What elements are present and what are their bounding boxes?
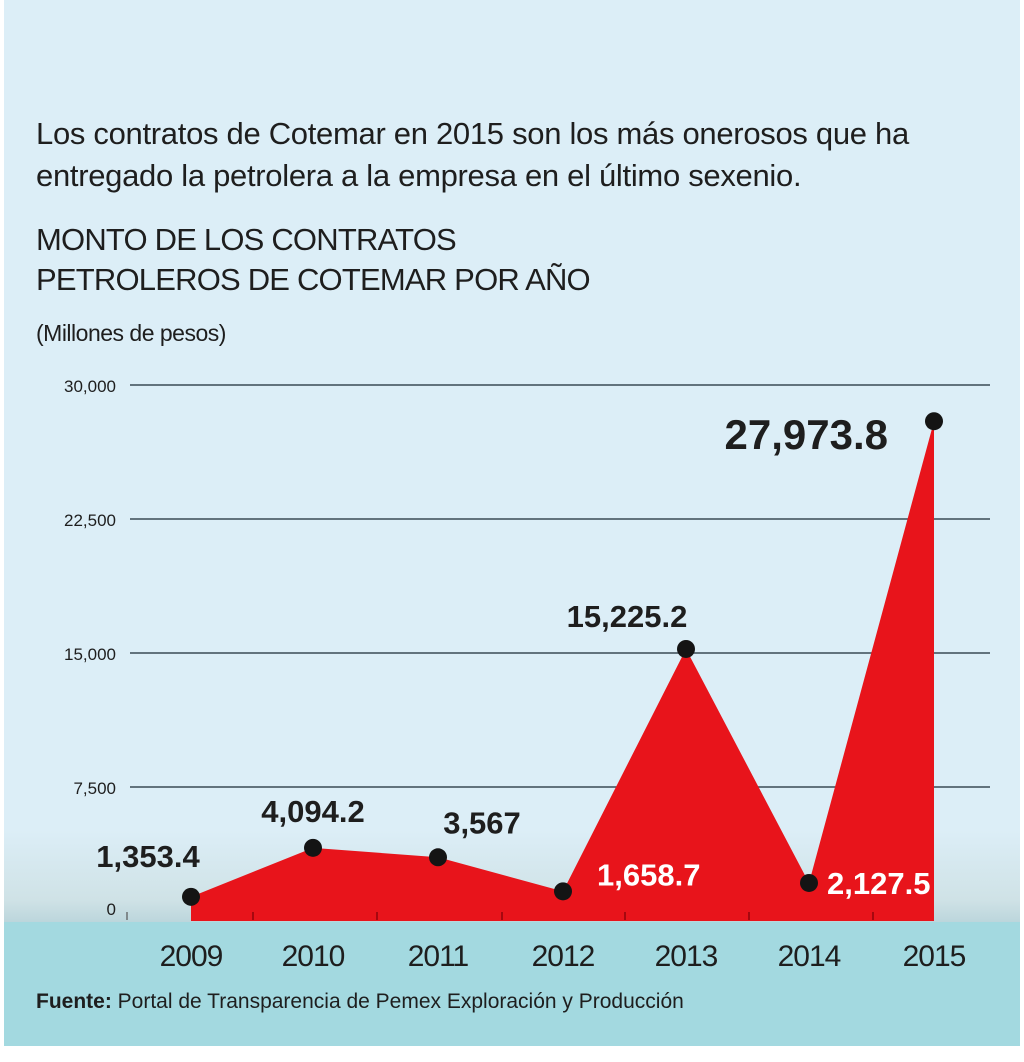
data-point-marker (677, 639, 695, 658)
chart-title-line-1: MONTO DE LOS CONTRATOS (36, 222, 457, 257)
x-tick-label: 2014 (778, 940, 841, 973)
lead-text: Los contratos de Cotemar en 2015 son los… (36, 113, 1006, 197)
chart-title-line-2: PETROLEROS DE COTEMAR POR AÑO (36, 262, 591, 297)
source-note: Fuente: Portal de Transparencia de Pemex… (36, 990, 684, 1014)
data-point-marker (800, 873, 818, 892)
y-tick-label: 30,000 (64, 377, 116, 396)
data-point-marker (554, 882, 572, 901)
data-label: 4,094.2 (261, 794, 364, 829)
x-tick-label: 2013 (655, 940, 718, 973)
x-tick-label: 2009 (160, 940, 223, 973)
data-label: 1,658.7 (597, 857, 700, 892)
data-point-marker (304, 838, 322, 857)
data-label: 15,225.2 (567, 599, 688, 634)
area-fill (191, 421, 934, 921)
data-label: 3,567 (443, 805, 521, 840)
chart-title: MONTO DE LOS CONTRATOS PETROLEROS DE COT… (36, 220, 591, 300)
lead-line-1: Los contratos de Cotemar en 2015 son los… (36, 116, 909, 151)
data-point-marker (925, 412, 943, 431)
data-label: 2,127.5 (827, 866, 930, 901)
data-label: 27,973.8 (725, 411, 889, 458)
x-tick-label: 2011 (408, 940, 469, 973)
lead-line-2: entregado la petrolera a la empresa en e… (36, 158, 802, 193)
x-tick-label: 2012 (532, 940, 595, 973)
y-tick-label: 22,500 (64, 511, 116, 530)
y-tick-label: 0 (107, 900, 116, 919)
footer-band (4, 922, 1020, 1046)
source-text: Portal de Transparencia de Pemex Explora… (111, 990, 684, 1013)
x-tick-label: 2010 (282, 940, 345, 973)
source-label: Fuente: (36, 990, 112, 1013)
y-axis-unit-label: (Millones de pesos) (36, 320, 226, 346)
data-label: 1,353.4 (96, 839, 200, 874)
y-tick-label: 15,000 (64, 645, 116, 664)
y-tick-label: 7,500 (73, 779, 116, 798)
data-point-marker (182, 887, 200, 906)
data-point-marker (429, 848, 447, 867)
x-tick-label: 2015 (903, 940, 966, 973)
